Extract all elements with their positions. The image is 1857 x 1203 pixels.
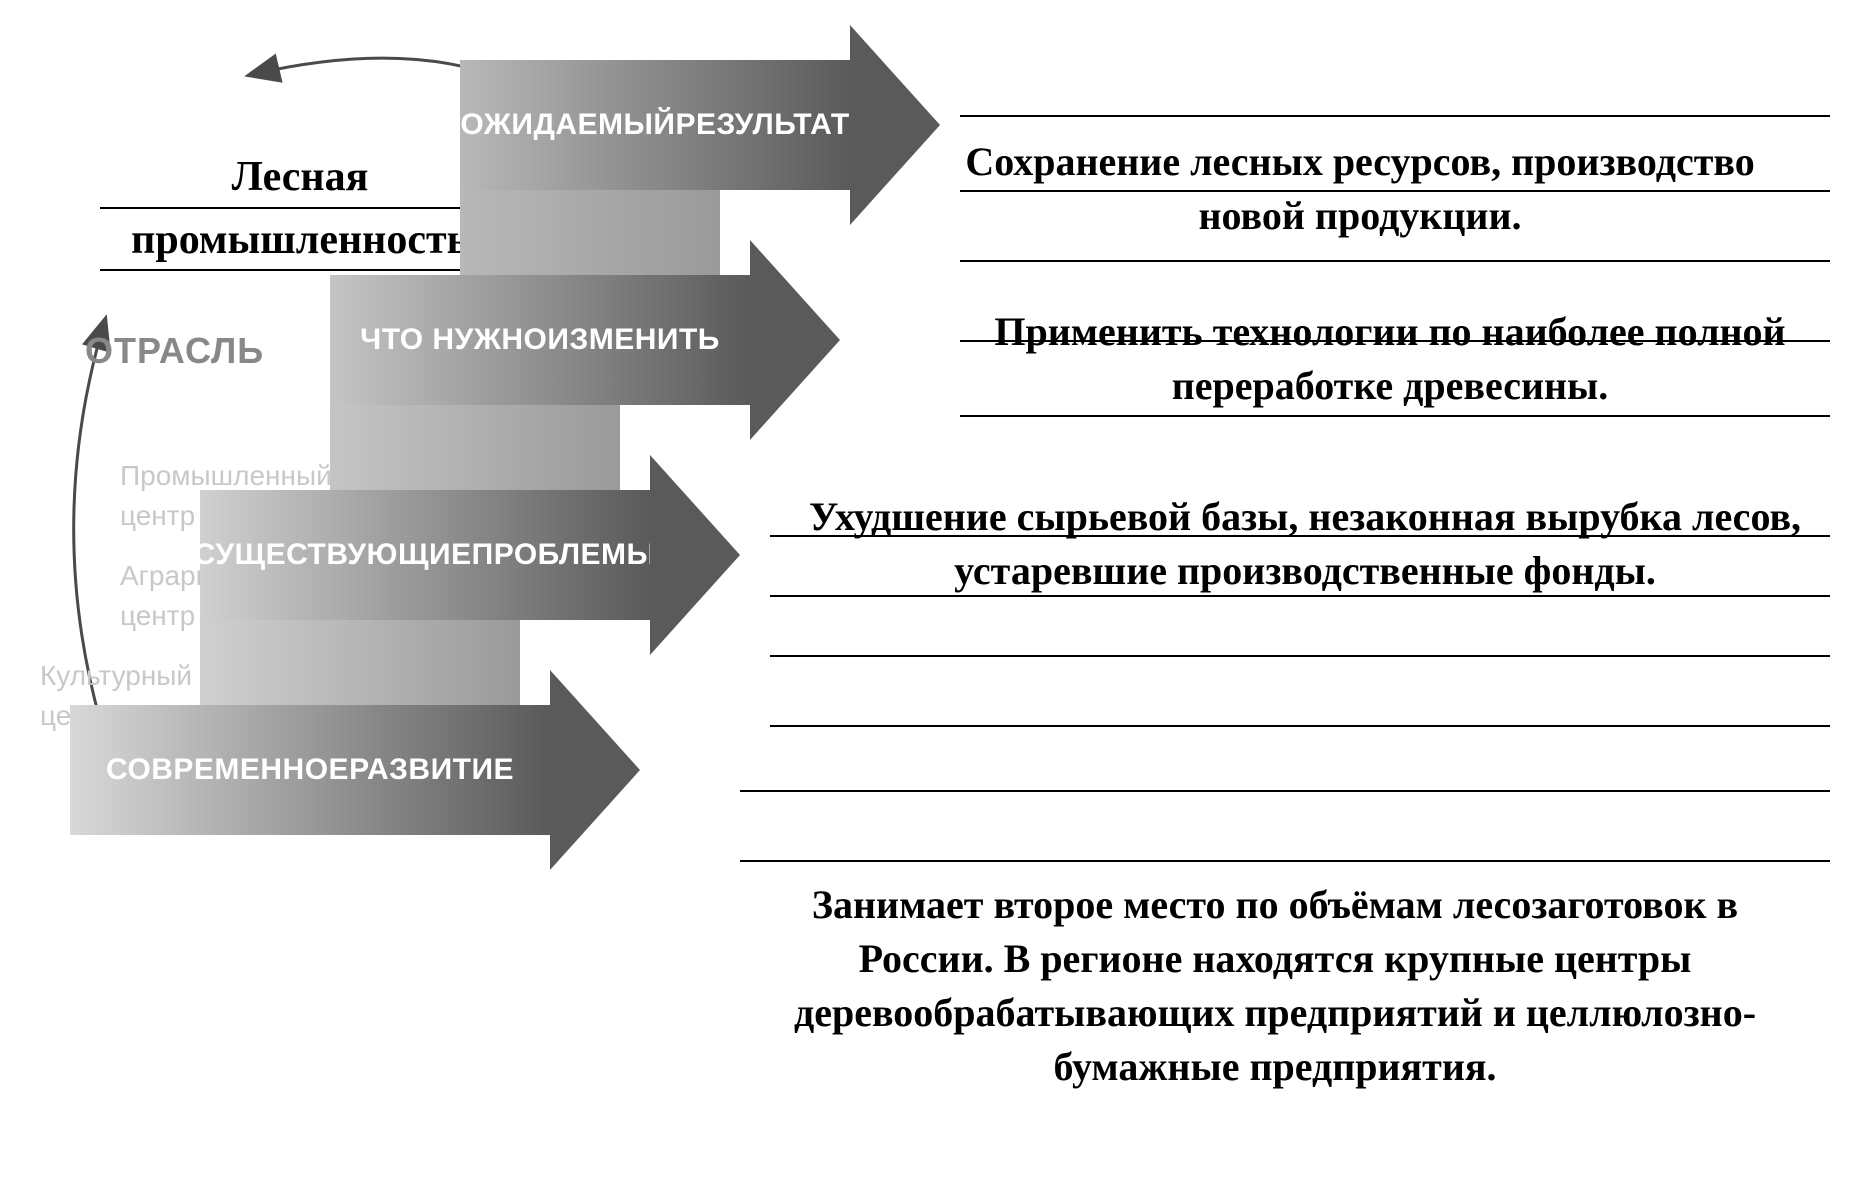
answer-level3: Применить технологии по наиболее полной … [960, 305, 1820, 413]
ghost-label-0: Промышленный [120, 460, 332, 492]
arrow-block-level4: ОЖИДАЕМЫЙРЕЗУЛЬТАТ [460, 60, 940, 190]
answer-level1: Занимает второе место по объёмам лесозаг… [750, 878, 1800, 1094]
arrow-extension-level4 [460, 190, 720, 275]
arrow-extension-level2 [200, 620, 520, 705]
line-l4-3 [960, 260, 1830, 262]
arrow-body-level3: ЧТО НУЖНОИЗМЕНИТЬ [330, 275, 750, 405]
arrow-body-level2: СУЩЕСТВУЮЩИЕПРОБЛЕМЫ [200, 490, 650, 620]
arrow-block-level1: СОВРЕМЕННОЕРАЗВИТИЕ [70, 705, 640, 835]
arrow-extension-level3 [330, 405, 620, 490]
industry-title: Лесная промышленность [100, 150, 500, 275]
industry-title-line1: Лесная [100, 150, 500, 209]
line-l2-4 [770, 725, 1830, 727]
line-l3-1 [960, 340, 1830, 342]
line-l3-2 [960, 415, 1830, 417]
line-l4-2 [960, 190, 1830, 192]
answer-level4: Сохранение лесных ресурсов, производство… [960, 135, 1760, 243]
line-l1-2 [740, 860, 1830, 862]
diagram-container: Лесная промышленность ОТРАСЛЬ Промышленн… [0, 0, 1857, 1203]
line-l2-3 [770, 655, 1830, 657]
line-l4-1 [960, 115, 1830, 117]
ghost-label-1: центр [120, 500, 195, 532]
ghost-label-4: Культурный [40, 660, 192, 692]
arrow-head-level4 [850, 25, 940, 225]
arrow-body-level1: СОВРЕМЕННОЕРАЗВИТИЕ [70, 705, 550, 835]
otrasl-label: ОТРАСЛЬ [85, 330, 264, 372]
arrow-body-level4: ОЖИДАЕМЫЙРЕЗУЛЬТАТ [460, 60, 850, 190]
arrow-block-level3: ЧТО НУЖНОИЗМЕНИТЬ [330, 275, 840, 405]
arrow-block-level2: СУЩЕСТВУЮЩИЕПРОБЛЕМЫ [200, 490, 740, 620]
line-l2-2 [770, 595, 1830, 597]
arrow-head-level2 [650, 455, 740, 655]
ghost-label-3: центр [120, 600, 195, 632]
arrow-head-level1 [550, 670, 640, 870]
answer-level2: Ухудшение сырьевой базы, незаконная выру… [780, 490, 1830, 598]
line-l2-1 [770, 535, 1830, 537]
industry-title-line2: промышленность [100, 213, 500, 272]
line-l1-1 [740, 790, 1830, 792]
arrow-head-level3 [750, 240, 840, 440]
